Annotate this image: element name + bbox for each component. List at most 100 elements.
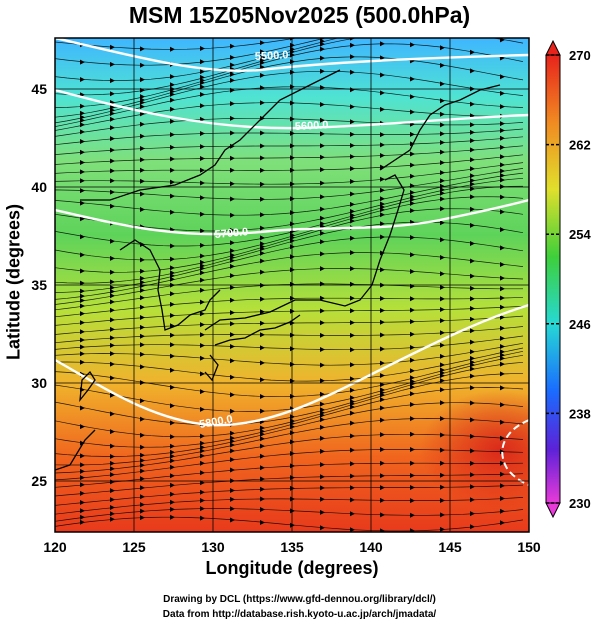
wind-arrow	[140, 416, 145, 422]
wind-arrow	[230, 297, 235, 303]
wind-arrow	[260, 235, 265, 241]
wind-arrow	[140, 508, 145, 514]
wind-arrow	[380, 332, 385, 338]
wind-arrow	[230, 55, 235, 60]
wind-arrow	[470, 362, 475, 368]
wind-arrow	[140, 432, 145, 438]
wind-arrow	[470, 306, 475, 311]
wind-arrow	[80, 110, 85, 116]
wind-arrow	[260, 49, 265, 55]
wind-arrow	[260, 408, 265, 414]
wind-arrow	[380, 32, 385, 37]
wind-arrow	[230, 115, 235, 121]
wind-arrow	[380, 132, 385, 138]
wind-arrow	[410, 200, 415, 206]
wind-arrow	[140, 342, 145, 348]
wind-arrow	[170, 97, 175, 103]
wind-arrow	[470, 157, 475, 163]
wind-arrow	[410, 17, 415, 22]
wind-arrow	[320, 320, 325, 326]
wind-arrow	[230, 438, 235, 444]
wind-arrow	[500, 104, 505, 110]
wind-arrow	[440, 416, 445, 422]
wind-arrow	[200, 116, 205, 122]
wind-arrow	[500, 173, 505, 178]
wind-arrow	[80, 359, 85, 365]
wind-arrow	[410, 473, 415, 478]
wind-arrow	[140, 398, 145, 404]
wind-arrow	[410, 485, 415, 490]
wind-arrow	[440, 362, 445, 368]
wind-arrow	[380, 296, 385, 301]
wind-arrow	[320, 308, 325, 314]
wind-arrow	[290, 143, 295, 149]
wind-arrow	[230, 467, 235, 473]
wind-arrow	[230, 167, 235, 173]
wind-arrow	[140, 315, 145, 320]
wind-arrow	[320, 117, 325, 123]
wind-arrow	[500, 449, 505, 455]
wind-arrow	[350, 404, 355, 410]
wind-arrow	[440, 196, 445, 202]
wind-arrow	[350, 179, 355, 184]
wind-arrow	[230, 181, 235, 187]
wind-arrow	[230, 77, 235, 83]
wind-arrow	[80, 482, 85, 488]
wind-arrow	[320, 55, 325, 61]
wind-arrow	[260, 332, 265, 338]
wind-arrow	[380, 512, 385, 518]
wind-arrow	[80, 337, 85, 343]
plot-frame	[54, 37, 530, 533]
wind-arrow	[230, 227, 235, 233]
wind-arrow	[500, 508, 505, 514]
wind-arrow	[80, 149, 85, 155]
wind-arrow	[380, 485, 385, 491]
wind-arrow	[410, 252, 415, 258]
wind-arrow	[170, 420, 175, 426]
wind-arrow	[440, 45, 445, 51]
wind-arrow	[440, 160, 445, 166]
wind-arrow	[320, 496, 325, 502]
x-tick-130: 130	[201, 539, 225, 555]
wind-arrow	[440, 526, 445, 532]
wind-arrow	[290, 451, 295, 456]
wind-arrow	[440, 378, 445, 384]
wind-arrow	[410, 173, 415, 179]
wind-arrow	[170, 193, 175, 199]
wind-arrow	[200, 389, 205, 395]
wind-arrow	[110, 488, 115, 494]
colorbar-tick-246: 246	[569, 317, 591, 332]
wind-arrow	[500, 135, 505, 141]
wind-arrow	[290, 508, 295, 514]
wind-arrow	[380, 346, 385, 352]
wind-arrow	[290, 167, 295, 173]
wind-arrow	[80, 169, 85, 175]
wind-arrow	[350, 201, 355, 207]
wind-arrow	[200, 253, 205, 259]
wind-arrow	[170, 273, 175, 279]
wind-arrow	[290, 463, 295, 469]
wind-arrow	[200, 332, 205, 338]
wind-arrow	[410, 381, 415, 387]
wind-arrow	[140, 304, 145, 310]
wind-arrow	[200, 92, 205, 97]
wind-arrow	[500, 496, 505, 501]
wind-arrow	[170, 491, 175, 497]
wind-arrow	[440, 183, 445, 189]
wind-arrow	[260, 212, 265, 218]
wind-arrow	[200, 180, 205, 186]
wind-arrow	[170, 449, 175, 455]
wind-arrow	[230, 130, 235, 136]
contour-label-2: 5600.0	[295, 119, 329, 133]
wind-arrow	[500, 177, 505, 183]
wind-arrow	[440, 400, 445, 406]
wind-arrow	[290, 475, 295, 481]
wind-arrow	[110, 443, 115, 449]
wind-arrow	[80, 468, 85, 474]
wind-arrow	[380, 497, 385, 503]
wind-arrow	[500, 483, 505, 489]
wind-arrow	[500, 11, 505, 16]
wind-arrow	[440, 432, 445, 438]
wind-arrow	[470, 460, 475, 466]
contour-label-4: 5800.0	[198, 413, 233, 431]
